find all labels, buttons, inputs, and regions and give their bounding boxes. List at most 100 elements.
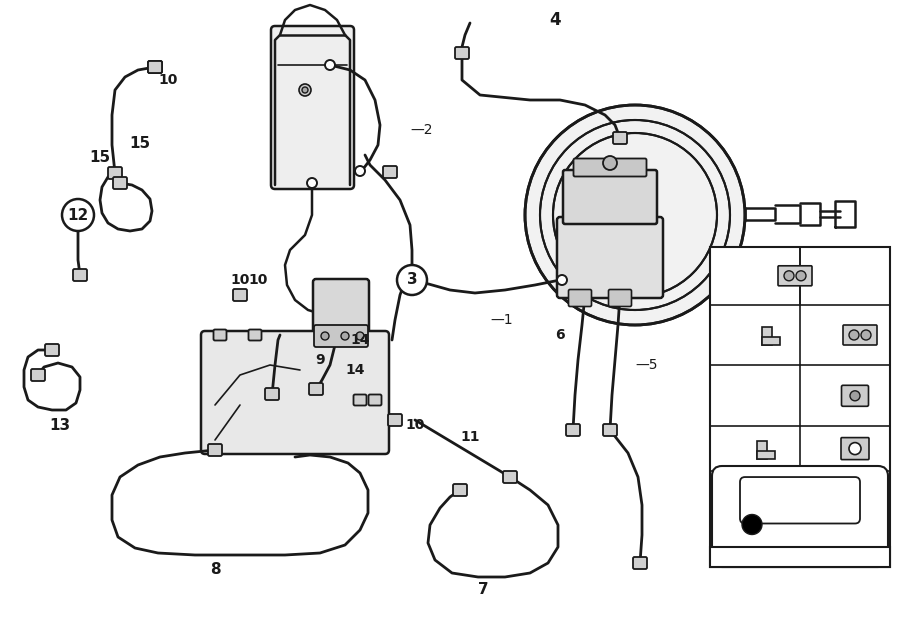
FancyBboxPatch shape <box>566 424 580 436</box>
Text: 16: 16 <box>808 387 831 404</box>
Circle shape <box>215 330 225 340</box>
Circle shape <box>210 445 220 455</box>
Text: 10: 10 <box>248 273 267 287</box>
Text: 3: 3 <box>407 272 418 288</box>
Text: 9: 9 <box>315 353 325 367</box>
FancyBboxPatch shape <box>309 383 323 395</box>
FancyBboxPatch shape <box>613 132 627 144</box>
Text: 7: 7 <box>478 582 489 598</box>
Circle shape <box>850 391 860 401</box>
Circle shape <box>849 443 861 455</box>
Circle shape <box>115 178 125 188</box>
FancyBboxPatch shape <box>265 388 279 400</box>
Circle shape <box>321 332 329 340</box>
Circle shape <box>557 275 567 285</box>
FancyBboxPatch shape <box>108 167 122 179</box>
Text: —1: —1 <box>490 313 513 327</box>
FancyBboxPatch shape <box>113 177 127 189</box>
Text: 6: 6 <box>555 328 565 342</box>
Circle shape <box>370 395 380 405</box>
FancyBboxPatch shape <box>633 557 647 569</box>
Text: 12: 12 <box>718 439 741 458</box>
Bar <box>757 441 767 458</box>
Text: —2: —2 <box>410 123 433 137</box>
FancyBboxPatch shape <box>313 279 369 333</box>
Circle shape <box>341 332 349 340</box>
FancyBboxPatch shape <box>573 159 646 177</box>
FancyBboxPatch shape <box>314 325 368 347</box>
FancyBboxPatch shape <box>148 61 162 73</box>
Circle shape <box>33 370 43 380</box>
Bar <box>757 451 775 458</box>
FancyBboxPatch shape <box>213 330 227 340</box>
Text: 11: 11 <box>460 430 480 444</box>
Circle shape <box>235 290 245 300</box>
FancyBboxPatch shape <box>233 289 247 301</box>
Circle shape <box>385 167 395 177</box>
Text: 10: 10 <box>158 73 177 87</box>
FancyBboxPatch shape <box>31 369 45 381</box>
Circle shape <box>457 48 467 58</box>
Circle shape <box>796 271 806 281</box>
FancyBboxPatch shape <box>843 325 877 345</box>
Circle shape <box>267 389 277 399</box>
Circle shape <box>568 425 578 435</box>
Circle shape <box>150 62 160 72</box>
FancyBboxPatch shape <box>383 166 397 178</box>
FancyBboxPatch shape <box>842 385 868 406</box>
FancyBboxPatch shape <box>208 444 222 456</box>
FancyBboxPatch shape <box>712 466 888 567</box>
Circle shape <box>110 168 120 178</box>
Circle shape <box>62 199 94 231</box>
FancyBboxPatch shape <box>603 424 617 436</box>
Text: 13: 13 <box>50 417 70 432</box>
FancyBboxPatch shape <box>503 471 517 483</box>
Text: 17: 17 <box>808 326 831 344</box>
FancyBboxPatch shape <box>778 266 812 286</box>
Text: 15: 15 <box>89 149 111 164</box>
Circle shape <box>307 178 317 188</box>
Bar <box>710 247 890 567</box>
FancyBboxPatch shape <box>354 394 366 406</box>
Circle shape <box>635 558 645 568</box>
FancyBboxPatch shape <box>608 290 632 307</box>
Circle shape <box>355 395 365 405</box>
Circle shape <box>356 332 364 340</box>
Text: 3: 3 <box>808 439 820 458</box>
FancyBboxPatch shape <box>557 217 663 298</box>
Text: 8: 8 <box>210 563 220 577</box>
FancyBboxPatch shape <box>368 394 382 406</box>
Text: 14: 14 <box>346 363 365 377</box>
Circle shape <box>605 425 615 435</box>
Circle shape <box>311 384 321 394</box>
Bar <box>710 547 890 567</box>
Circle shape <box>302 87 308 93</box>
Circle shape <box>47 345 57 355</box>
Text: 4: 4 <box>549 11 561 29</box>
Circle shape <box>742 514 762 535</box>
Circle shape <box>505 472 515 482</box>
Circle shape <box>250 330 260 340</box>
Circle shape <box>355 166 365 176</box>
Text: 10: 10 <box>230 273 249 287</box>
Circle shape <box>75 270 85 280</box>
Circle shape <box>603 156 617 170</box>
Circle shape <box>784 271 794 281</box>
Text: 10: 10 <box>405 418 425 432</box>
Text: —5: —5 <box>635 358 658 372</box>
Circle shape <box>391 415 400 425</box>
Circle shape <box>299 84 311 96</box>
FancyBboxPatch shape <box>569 290 591 307</box>
FancyBboxPatch shape <box>45 344 59 356</box>
Bar <box>762 337 780 345</box>
Circle shape <box>861 330 871 340</box>
FancyBboxPatch shape <box>271 26 354 189</box>
Text: 00010863: 00010863 <box>769 551 832 563</box>
Circle shape <box>615 133 625 143</box>
Circle shape <box>849 330 859 340</box>
Text: 18: 18 <box>749 267 771 285</box>
Text: 19: 19 <box>718 326 741 344</box>
Circle shape <box>455 485 465 495</box>
Circle shape <box>325 60 335 70</box>
Text: 15: 15 <box>130 135 150 150</box>
